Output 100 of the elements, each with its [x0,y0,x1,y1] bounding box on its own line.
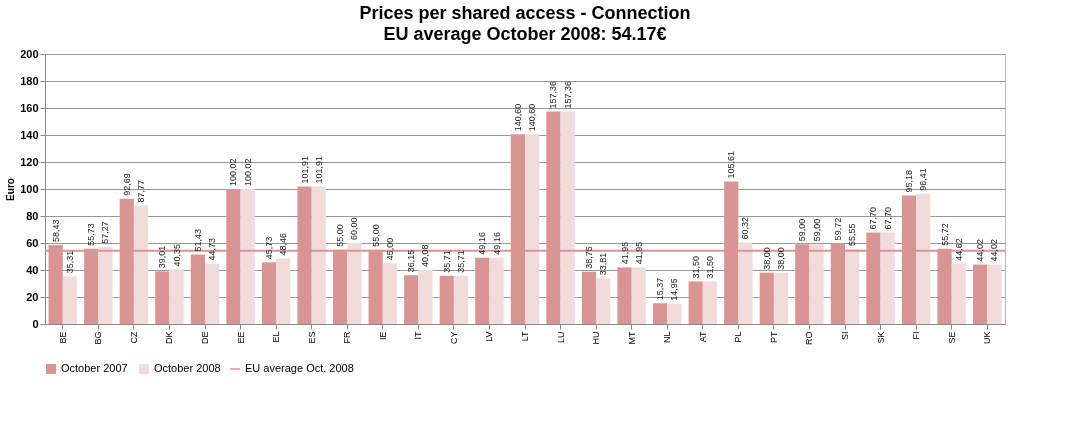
bar [98,246,113,324]
bar [62,276,77,324]
bar [951,263,966,324]
bar [759,272,774,324]
data-label: 95,18 [904,169,914,193]
data-label: 55,55 [847,223,858,247]
data-label: 105,61 [726,150,737,179]
data-label: 96,41 [918,168,929,191]
data-label: 38,75 [584,246,594,269]
bar [453,275,469,324]
bar [738,242,753,324]
data-label: 45,73 [264,236,274,260]
bar [581,271,597,324]
data-label: 58,43 [50,219,61,243]
data-label: 44,62 [953,238,964,261]
bar [205,263,220,324]
y-tick-label: 80 [26,209,39,222]
y-tick-label: 180 [20,74,39,87]
bar [880,232,895,324]
legend-label: October 2007 [61,362,128,374]
x-tick-label: BG [93,331,104,345]
y-tick-label: 200 [20,47,39,60]
data-label: 57,27 [100,221,111,244]
x-tick-label: SK [875,331,886,344]
bar [276,258,291,324]
data-label: 140,60 [527,103,538,132]
data-label: 36,15 [406,249,417,273]
data-label: 31,50 [704,255,715,279]
bar [133,205,149,324]
bar [809,244,824,324]
data-label: 55,73 [86,223,97,246]
data-label: 44,73 [207,238,218,261]
data-label: 31,50 [690,255,701,279]
x-tick-label: FI [911,331,922,340]
data-label: 67,70 [868,207,879,230]
y-tick-label: 100 [20,182,39,195]
data-label: 59,72 [832,217,843,241]
bar [261,262,277,324]
data-label: 55,72 [939,223,950,246]
data-label: 157,36 [562,81,573,109]
x-tick-label: CY [448,331,459,345]
data-label: 60,32 [740,217,751,240]
data-label: 100,02 [228,158,239,186]
bar [617,267,632,324]
data-label: 101,91 [313,155,324,184]
bar [773,272,789,324]
data-label: 40,08 [420,244,431,267]
bar [418,269,433,324]
x-tick-label: SI [840,331,850,341]
x-tick-label: EE [235,331,246,344]
y-tick-label: 0 [32,317,39,330]
bar [845,249,860,324]
data-label: 60,00 [349,217,360,240]
bar [596,278,611,324]
data-label: 33,81 [598,252,609,276]
bar [382,263,397,324]
chart-subtitle: EU average October 2008: 54.17€ [383,24,667,44]
bar [240,188,255,324]
x-tick-label: HU [591,331,602,345]
data-label: 55,00 [370,224,381,247]
data-label: 59,00 [811,218,822,242]
y-tick-label: 20 [26,290,39,303]
y-tick-label: 160 [20,101,39,114]
x-tick-label: LT [520,331,530,342]
x-tick-label: DE [200,331,210,345]
x-tick-label: EL [271,331,282,343]
bar [688,281,703,324]
bar [169,269,184,324]
x-tick-label: LV [484,331,495,342]
data-label: 14,95 [669,278,680,301]
data-label: 55,00 [335,224,346,247]
bar [916,193,931,324]
x-tick-label: FR [342,331,353,344]
bar [404,275,419,324]
x-tick-label: PL [733,331,744,343]
data-label: 157,36 [548,81,559,109]
bar [667,303,682,324]
y-tick-label: 40 [26,263,39,276]
y-tick-label: 120 [20,155,39,168]
legend-label: October 2008 [154,362,221,374]
data-label: 140,60 [512,103,523,132]
data-label: 87,77 [136,179,146,203]
bar [439,275,454,324]
x-tick-label: PT [768,331,779,344]
data-label: 41,95 [633,241,644,265]
x-tick-label: MT [626,331,637,345]
data-label: 101,91 [299,155,310,184]
x-tick-label: IE [377,331,388,341]
data-label: 41,95 [619,241,630,265]
data-label: 67,70 [882,207,893,230]
data-label: 35,31 [64,250,75,274]
data-label: 40,35 [171,244,182,267]
x-tick-label: RO [804,331,815,345]
data-label: 92,69 [121,173,132,196]
x-tick-label: AT [697,331,708,343]
bar [987,264,1002,324]
data-label: 49,16 [491,232,502,255]
bar [973,264,988,324]
bar [560,111,575,324]
x-tick-label: LU [555,331,566,344]
